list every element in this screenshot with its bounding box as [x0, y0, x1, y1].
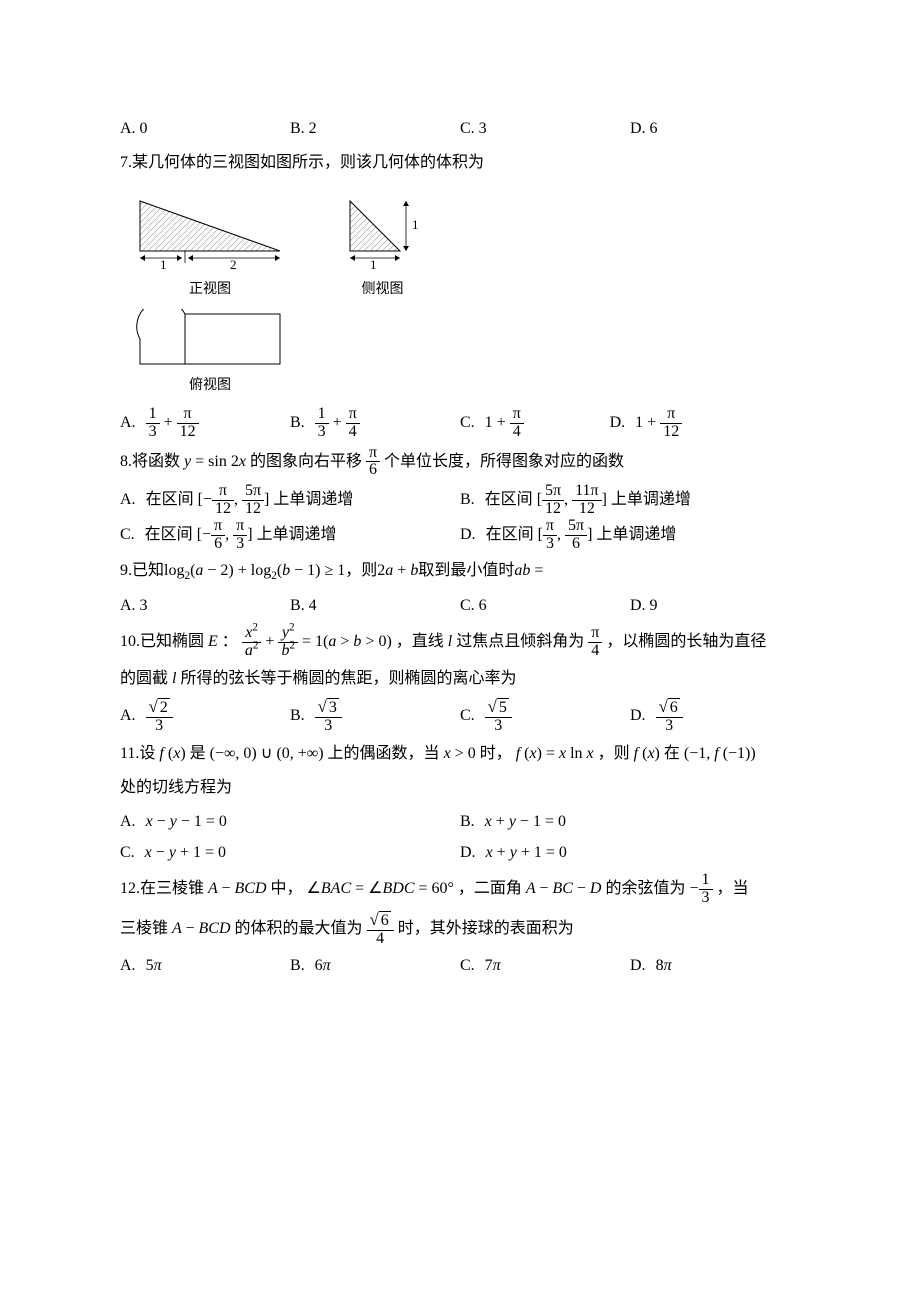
svg-text:2: 2	[230, 257, 237, 272]
q10-stem-line1: 10.已知椭圆 E ： x2a2 + y2b2 = 1(a > b > 0) ，…	[120, 625, 800, 660]
q7-opt-d: D. 1 + π12	[610, 406, 800, 441]
q11-stem-line2: 处的切线方程为	[120, 773, 800, 803]
q9-opt-c: C. 6	[460, 591, 630, 621]
svg-text:1: 1	[160, 257, 167, 272]
svg-text:1: 1	[370, 257, 377, 272]
q9-options: A. 3 B. 4 C. 6 D. 9	[120, 591, 800, 621]
q11-opt-a: A. x − y − 1 = 0	[120, 807, 460, 837]
q11-options: A. x − y − 1 = 0 B. x + y − 1 = 0 C. x −…	[120, 807, 800, 868]
q11-opt-b: B. x + y − 1 = 0	[460, 807, 800, 837]
q7-side-caption: 侧视图	[362, 277, 404, 304]
q7-top-wrap: 俯视图	[130, 309, 800, 400]
q9-opt-b: B. 4	[290, 591, 460, 621]
q11-opt-d: D. x + y + 1 = 0	[460, 838, 800, 868]
q7-side-view: 1 1 侧视图	[340, 191, 425, 304]
q8-opt-b: B. 在区间 [5π12, 11π12] 上单调递增	[460, 483, 800, 518]
q8-opt-c: C. 在区间 [−π6, π3] 上单调递增	[120, 518, 460, 553]
q9-opt-d: D. 9	[630, 591, 800, 621]
q8-options: A. 在区间 [−π12, 5π12] 上单调递增 B. 在区间 [5π12, …	[120, 483, 800, 552]
q7-options: A. 13 + π12 B. 13 + π4 C. 1 + π4 D. 1 + …	[120, 406, 800, 441]
svg-text:1: 1	[412, 217, 419, 232]
q6-opt-d: D. 6	[630, 114, 800, 144]
q7-top-svg	[130, 309, 290, 369]
q7-front-caption: 正视图	[189, 277, 231, 304]
q9-opt-a: A. 3	[120, 591, 290, 621]
q12-stem-line1: 12.在三棱锥 A − BCD 中， ∠BAC = ∠BDC = 60° ，二面…	[120, 872, 800, 907]
q10-opt-c: C. √53	[460, 698, 630, 735]
q7-front-svg: 1 2	[130, 191, 290, 273]
q10-stem-line2: 的圆截 l 所得的弦长等于椭圆的焦距，则椭圆的离心率为	[120, 664, 800, 694]
q10-opt-d: D. √63	[630, 698, 800, 735]
q6-opt-a: A. 0	[120, 114, 290, 144]
q12-opt-d: D. 8π	[630, 951, 800, 981]
q7-top-view: 俯视图	[130, 309, 290, 400]
q9-stem: 9.已知log2(a − 2) + log2(b − 1) ≥ 1，则2a + …	[120, 556, 800, 586]
q10-options: A. √23 B. √33 C. √53 D. √63	[120, 698, 800, 735]
q7-side-svg: 1 1	[340, 191, 425, 273]
q7-top-caption: 俯视图	[189, 373, 231, 400]
q8-opt-a: A. 在区间 [−π12, 5π12] 上单调递增	[120, 483, 460, 518]
q7-opt-b: B. 13 + π4	[290, 406, 460, 441]
q12-opt-b: B. 6π	[290, 951, 460, 981]
q8-stem: 8.将函数 y = sin 2x 的图象向右平移 π6 个单位长度，所得图象对应…	[120, 445, 800, 480]
q12-options: A. 5π B. 6π C. 7π D. 8π	[120, 951, 800, 981]
q6-opt-b: B. 2	[290, 114, 460, 144]
q10-opt-b: B. √33	[290, 698, 460, 735]
q8-opt-d: D. 在区间 [π3, 5π6] 上单调递增	[460, 518, 800, 553]
q7-opt-c: C. 1 + π4	[460, 406, 610, 441]
q7-opt-a: A. 13 + π12	[120, 406, 290, 441]
q12-opt-c: C. 7π	[460, 951, 630, 981]
q12-stem-line2: 三棱锥 A − BCD 的体积的最大值为 √64 时，其外接球的表面积为	[120, 911, 800, 948]
q7-stem: 7.某几何体的三视图如图所示，则该几何体的体积为	[120, 148, 800, 178]
q6-opt-c: C. 3	[460, 114, 630, 144]
q7-figures: 1 2 正视图 1 1 侧视图	[130, 191, 800, 304]
q11-stem-line1: 11.设 f (x) 是 (−∞, 0) ∪ (0, +∞) 上的偶函数，当 x…	[120, 739, 800, 769]
q7-front-view: 1 2 正视图	[130, 191, 290, 304]
q6-options: A. 0 B. 2 C. 3 D. 6	[120, 114, 800, 144]
q11-opt-c: C. x − y + 1 = 0	[120, 838, 460, 868]
q10-opt-a: A. √23	[120, 698, 290, 735]
q12-opt-a: A. 5π	[120, 951, 290, 981]
